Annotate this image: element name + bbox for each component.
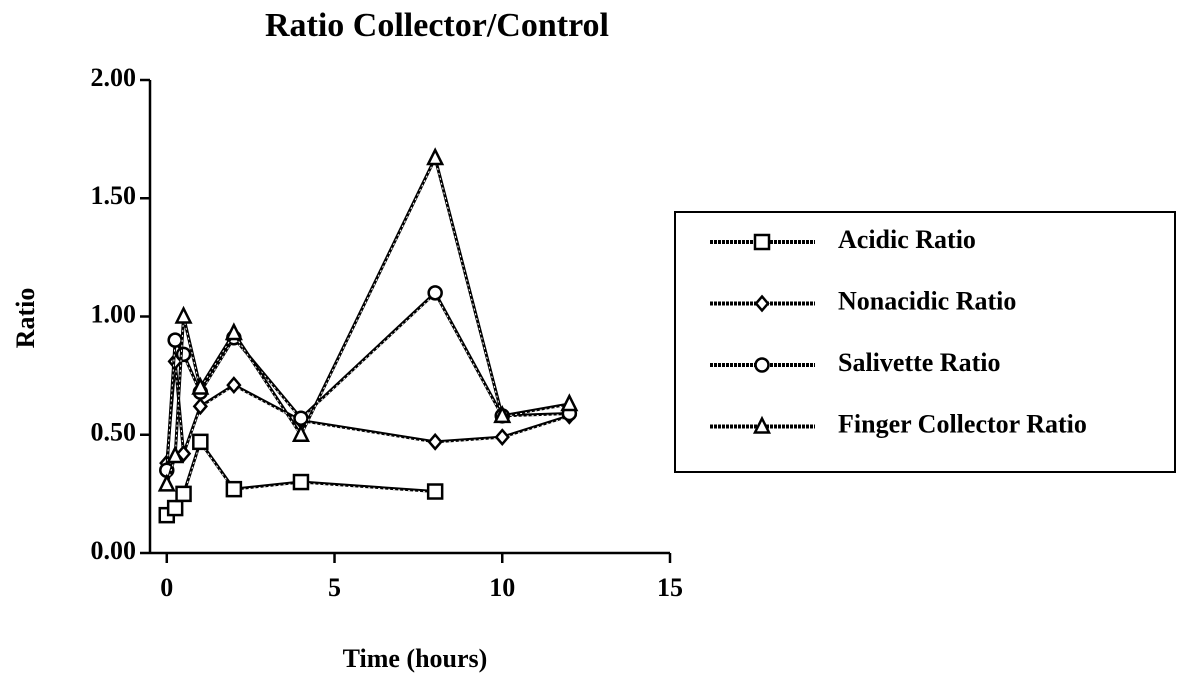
x-axis-title: Time (hours)	[343, 644, 488, 673]
series-line-dotted	[166, 362, 570, 465]
data-point	[426, 147, 445, 166]
data-point	[292, 473, 310, 491]
data-point	[175, 485, 192, 503]
data-point	[166, 499, 184, 517]
legend-label: Salivette Ratio	[838, 348, 1000, 377]
legend-marker	[753, 233, 771, 251]
data-point	[166, 445, 185, 464]
data-point	[427, 432, 443, 451]
y-axis-title: Ratio	[11, 288, 40, 349]
legend-marker	[752, 415, 772, 434]
x-tick-label: 10	[489, 573, 515, 602]
legend-label: Nonacidic Ratio	[838, 286, 1016, 315]
y-tick-label: 0.50	[91, 418, 137, 447]
data-point	[560, 393, 579, 412]
data-point	[427, 285, 443, 301]
y-tick-label: 1.50	[91, 181, 137, 210]
x-tick-label: 15	[657, 573, 683, 602]
series-line-dotted	[166, 293, 570, 472]
series-line	[165, 290, 570, 471]
data-point	[291, 423, 310, 442]
y-tick-label: 2.00	[91, 63, 137, 92]
legend-label: Finger Collector Ratio	[838, 409, 1087, 438]
y-tick-label: 0.00	[91, 536, 137, 565]
data-point	[191, 376, 210, 395]
data-point	[192, 433, 209, 451]
data-point	[174, 305, 193, 324]
data-point	[175, 346, 192, 363]
data-point	[494, 428, 510, 447]
data-point	[167, 332, 183, 348]
legend-box	[674, 211, 1176, 473]
data-point	[225, 480, 243, 498]
data-point	[226, 376, 242, 395]
legend-label: Acidic Ratio	[838, 225, 976, 254]
y-tick-label: 1.00	[91, 299, 137, 328]
legend-marker	[754, 294, 770, 313]
legend-marker	[754, 357, 770, 373]
chart-title: Ratio Collector/Control	[265, 7, 609, 44]
x-tick-label: 5	[328, 573, 341, 602]
x-tick-label: 0	[160, 573, 173, 602]
data-point	[224, 322, 243, 341]
data-point	[493, 405, 512, 424]
data-point	[192, 397, 208, 416]
data-point	[157, 473, 176, 492]
data-point	[426, 483, 444, 500]
